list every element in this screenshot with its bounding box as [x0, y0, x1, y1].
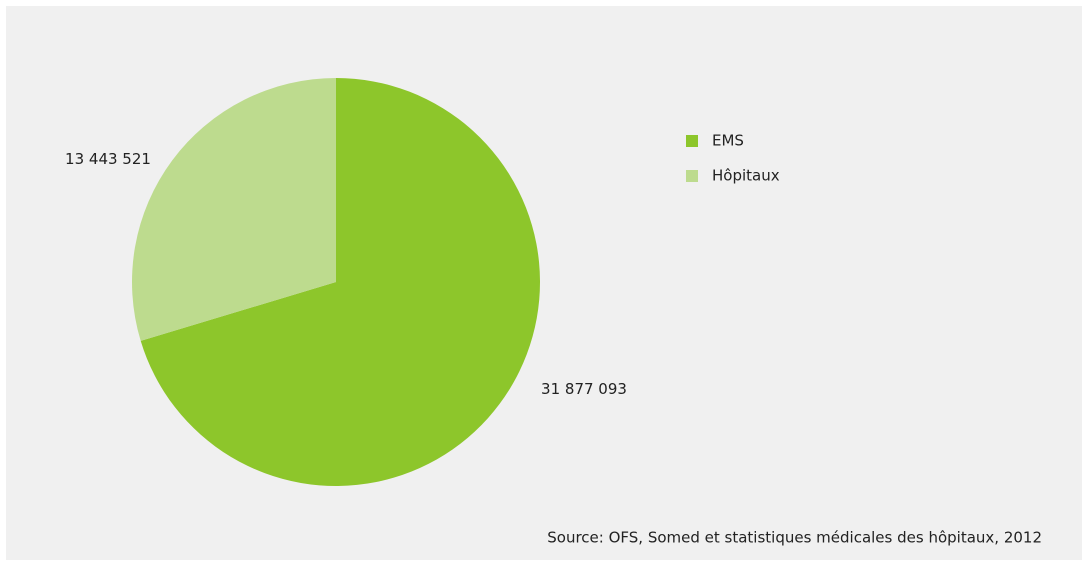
legend-swatch [686, 135, 698, 147]
data-label: 31 877 093 [541, 380, 627, 398]
legend-swatch [686, 170, 698, 182]
pie-slice [140, 78, 541, 486]
data-label: 13 443 521 [65, 150, 151, 168]
legend-label: Hôpitaux [712, 167, 780, 185]
source: Source: OFS, Somed et statistiques médic… [547, 529, 1042, 547]
legend-label: EMS [712, 132, 744, 150]
pie-slice [131, 77, 336, 341]
